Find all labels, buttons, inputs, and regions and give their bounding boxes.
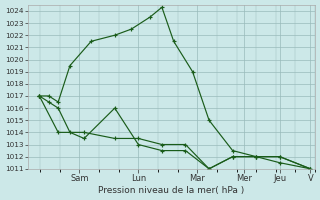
X-axis label: Pression niveau de la mer( hPa ): Pression niveau de la mer( hPa ) bbox=[98, 186, 244, 195]
